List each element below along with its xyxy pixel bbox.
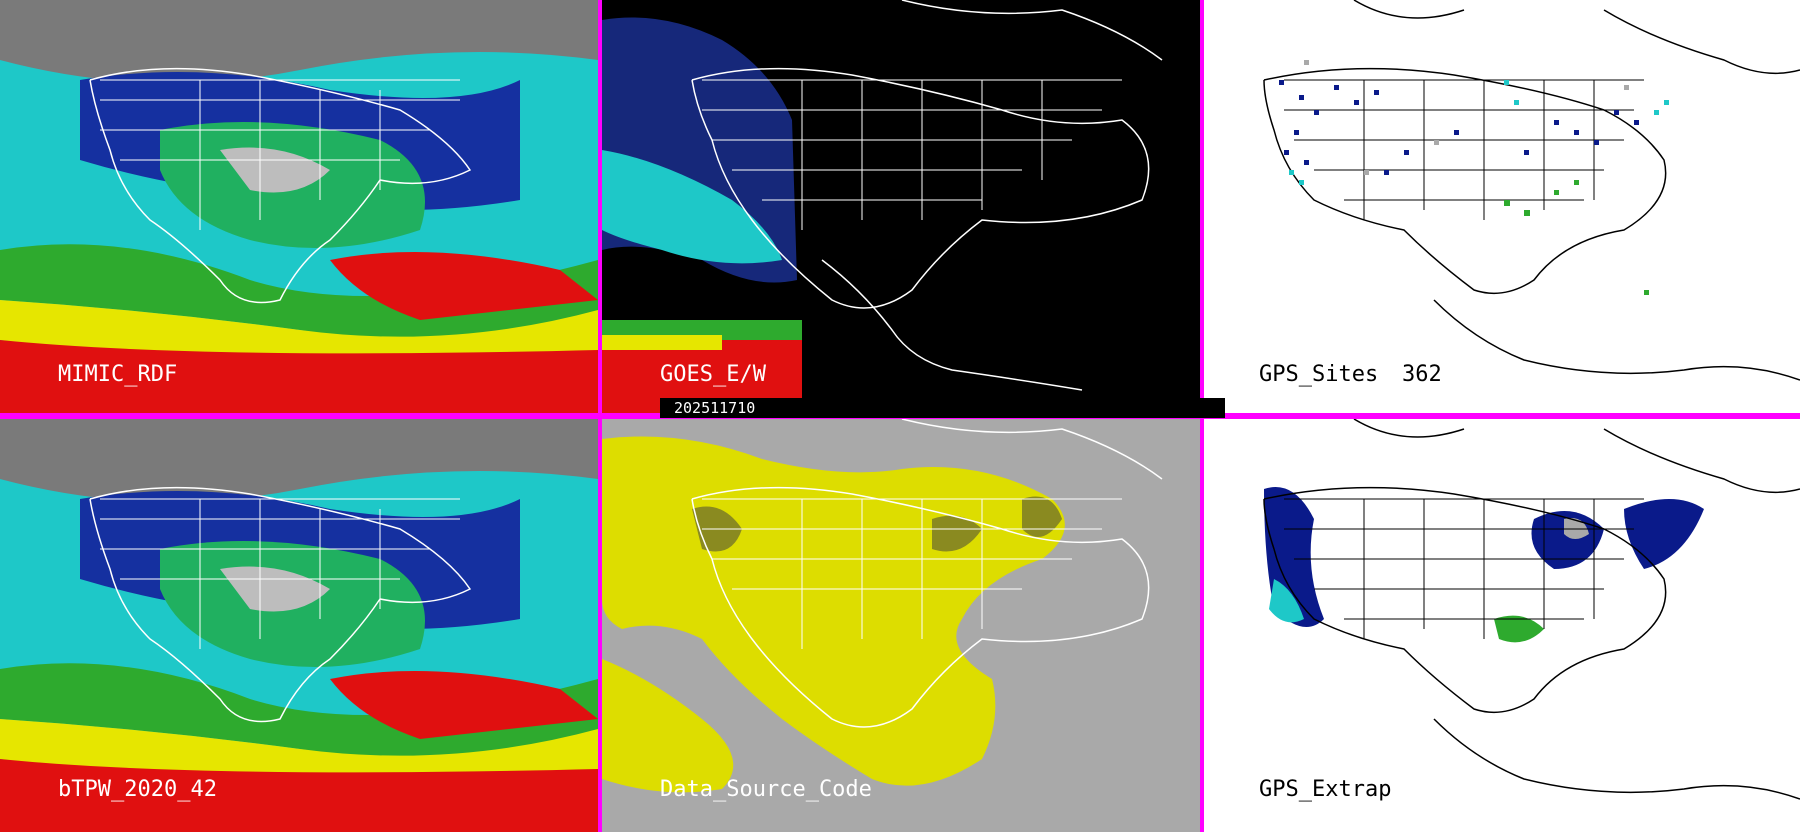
panel-label: bTPW_2020_42: [58, 777, 217, 802]
panel-gps-sites: GPS_Sites 362: [1204, 0, 1800, 413]
tpw-map-btpw: [0, 419, 598, 832]
panel-label: GOES_E/W: [660, 362, 766, 387]
panel-goes-ew: GOES_E/W: [602, 0, 1200, 413]
site-count: 362: [1402, 362, 1442, 387]
panel-btpw: bTPW_2020_42: [0, 419, 598, 832]
panel-label: Data_Source_Code: [660, 777, 872, 802]
panel-label: GPS_Sites: [1259, 362, 1379, 387]
panel-mimic-rdf: MIMIC_RDF: [0, 0, 598, 413]
data-source-map: [602, 419, 1200, 832]
panel-label: GPS_Extrap: [1259, 777, 1392, 802]
timestamp-bar: 202511710: [660, 398, 1225, 418]
panel-label: MIMIC_RDF: [58, 362, 178, 387]
gps-extrap-map: [1204, 419, 1800, 832]
tpw-map-mimic: [0, 0, 598, 413]
panel-gps-extrap: GPS_Extrap: [1204, 419, 1800, 832]
goes-map: [602, 0, 1200, 413]
gps-sites-map: [1204, 0, 1800, 413]
panel-data-source: Data_Source_Code: [602, 419, 1200, 832]
